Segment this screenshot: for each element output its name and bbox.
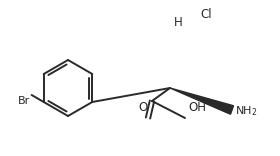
Text: Br: Br [17,96,30,106]
Text: OH: OH [188,101,206,114]
Text: Cl: Cl [200,8,212,22]
Polygon shape [170,88,234,114]
Text: NH$_2$: NH$_2$ [235,104,258,118]
Text: H: H [174,15,182,29]
Text: O: O [138,101,148,114]
